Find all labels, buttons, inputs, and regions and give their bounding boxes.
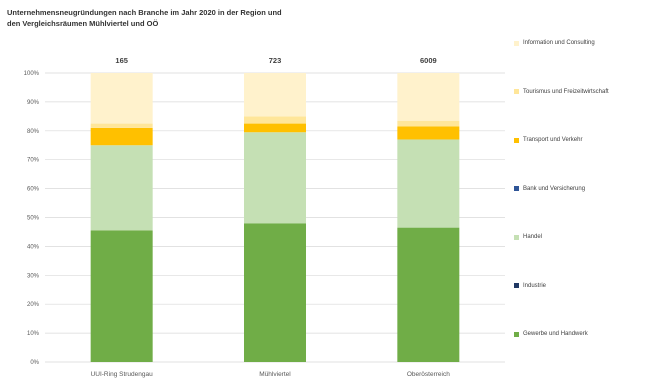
bar-total-label: 723	[269, 56, 282, 65]
legend-swatch	[514, 40, 519, 46]
y-tick-label: 0%	[30, 360, 39, 366]
bar-segment	[90, 145, 153, 231]
legend-item: Gewerbe und Handwerk	[514, 331, 588, 337]
bar-segment	[90, 73, 153, 124]
legend-item: Industrie	[514, 283, 546, 289]
bar-total-label: 165	[115, 56, 128, 65]
bar-segment	[244, 132, 306, 224]
y-tick-label: 60%	[27, 187, 40, 193]
y-tick-label: 90%	[27, 100, 40, 106]
bar-segment	[90, 127, 153, 146]
bar-segment	[90, 230, 153, 362]
bar-segment	[90, 123, 153, 128]
y-tick-label: 80%	[27, 129, 40, 135]
legend-label: Bank und Versicherung	[523, 185, 586, 192]
legend-label: Information und Consulting	[523, 40, 595, 46]
legend-swatch	[514, 89, 519, 94]
legend-item: Information und Consulting	[514, 40, 595, 46]
legend-item: Bank und Versicherung	[514, 186, 585, 192]
legend-label: Transport und Verkehr	[523, 137, 583, 143]
legend-item: Transport und Verkehr	[514, 137, 582, 143]
bar-segment	[397, 126, 460, 140]
legend-swatch	[514, 137, 519, 143]
bar-total-label: 6009	[420, 56, 437, 65]
legend-label: Tourismus und Freizeitwirtschaft	[523, 88, 609, 95]
y-tick-label: 40%	[27, 244, 40, 250]
legend-item: Tourismus und Freizeitwirtschaft	[514, 89, 609, 95]
x-tick-label: Mühlviertel	[259, 371, 291, 378]
x-tick-label: Oberösterreich	[407, 371, 450, 378]
bar-segment	[397, 120, 460, 127]
bar-segment	[244, 223, 306, 362]
legend-swatch	[514, 283, 519, 288]
y-tick-label: 10%	[27, 331, 40, 337]
bar-segment	[244, 123, 306, 133]
legend-item: Handel	[514, 234, 542, 240]
y-tick-label: 20%	[27, 302, 40, 308]
y-tick-label: 100%	[24, 71, 40, 77]
x-tick-label: UUI-Ring Strudengau	[91, 371, 154, 378]
bar-segment	[397, 227, 460, 362]
bar-segment	[244, 116, 306, 124]
legend-swatch	[514, 186, 519, 191]
bar-segment	[397, 139, 460, 228]
legend-swatch	[514, 234, 519, 240]
bar-segment	[397, 73, 460, 121]
bar-segment	[244, 73, 306, 117]
legend-label: Handel	[523, 234, 543, 240]
legend-label: Industrie	[523, 282, 547, 289]
legend-label: Gewerbe und Handwerk	[523, 331, 588, 337]
y-tick-label: 70%	[27, 158, 40, 164]
y-tick-label: 30%	[27, 273, 40, 279]
chart-title: Unternehmensneugründungen nach Branche i…	[7, 8, 282, 17]
legend-swatch	[514, 331, 519, 337]
chart-subtitle: den Vergleichsräumen Mühlviertel und OÖ	[7, 19, 159, 28]
y-tick-label: 50%	[27, 216, 40, 222]
